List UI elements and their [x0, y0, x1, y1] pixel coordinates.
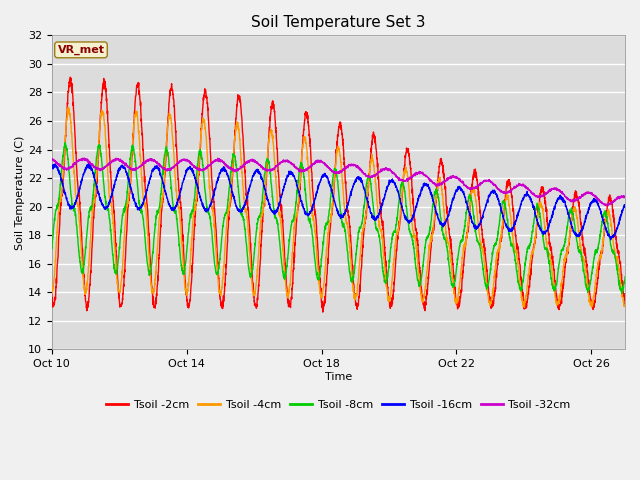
Title: Soil Temperature Set 3: Soil Temperature Set 3: [251, 15, 426, 30]
Legend: Tsoil -2cm, Tsoil -4cm, Tsoil -8cm, Tsoil -16cm, Tsoil -32cm: Tsoil -2cm, Tsoil -4cm, Tsoil -8cm, Tsoi…: [102, 396, 575, 415]
Text: VR_met: VR_met: [58, 45, 104, 55]
X-axis label: Time: Time: [324, 372, 352, 382]
Y-axis label: Soil Temperature (C): Soil Temperature (C): [15, 135, 25, 250]
